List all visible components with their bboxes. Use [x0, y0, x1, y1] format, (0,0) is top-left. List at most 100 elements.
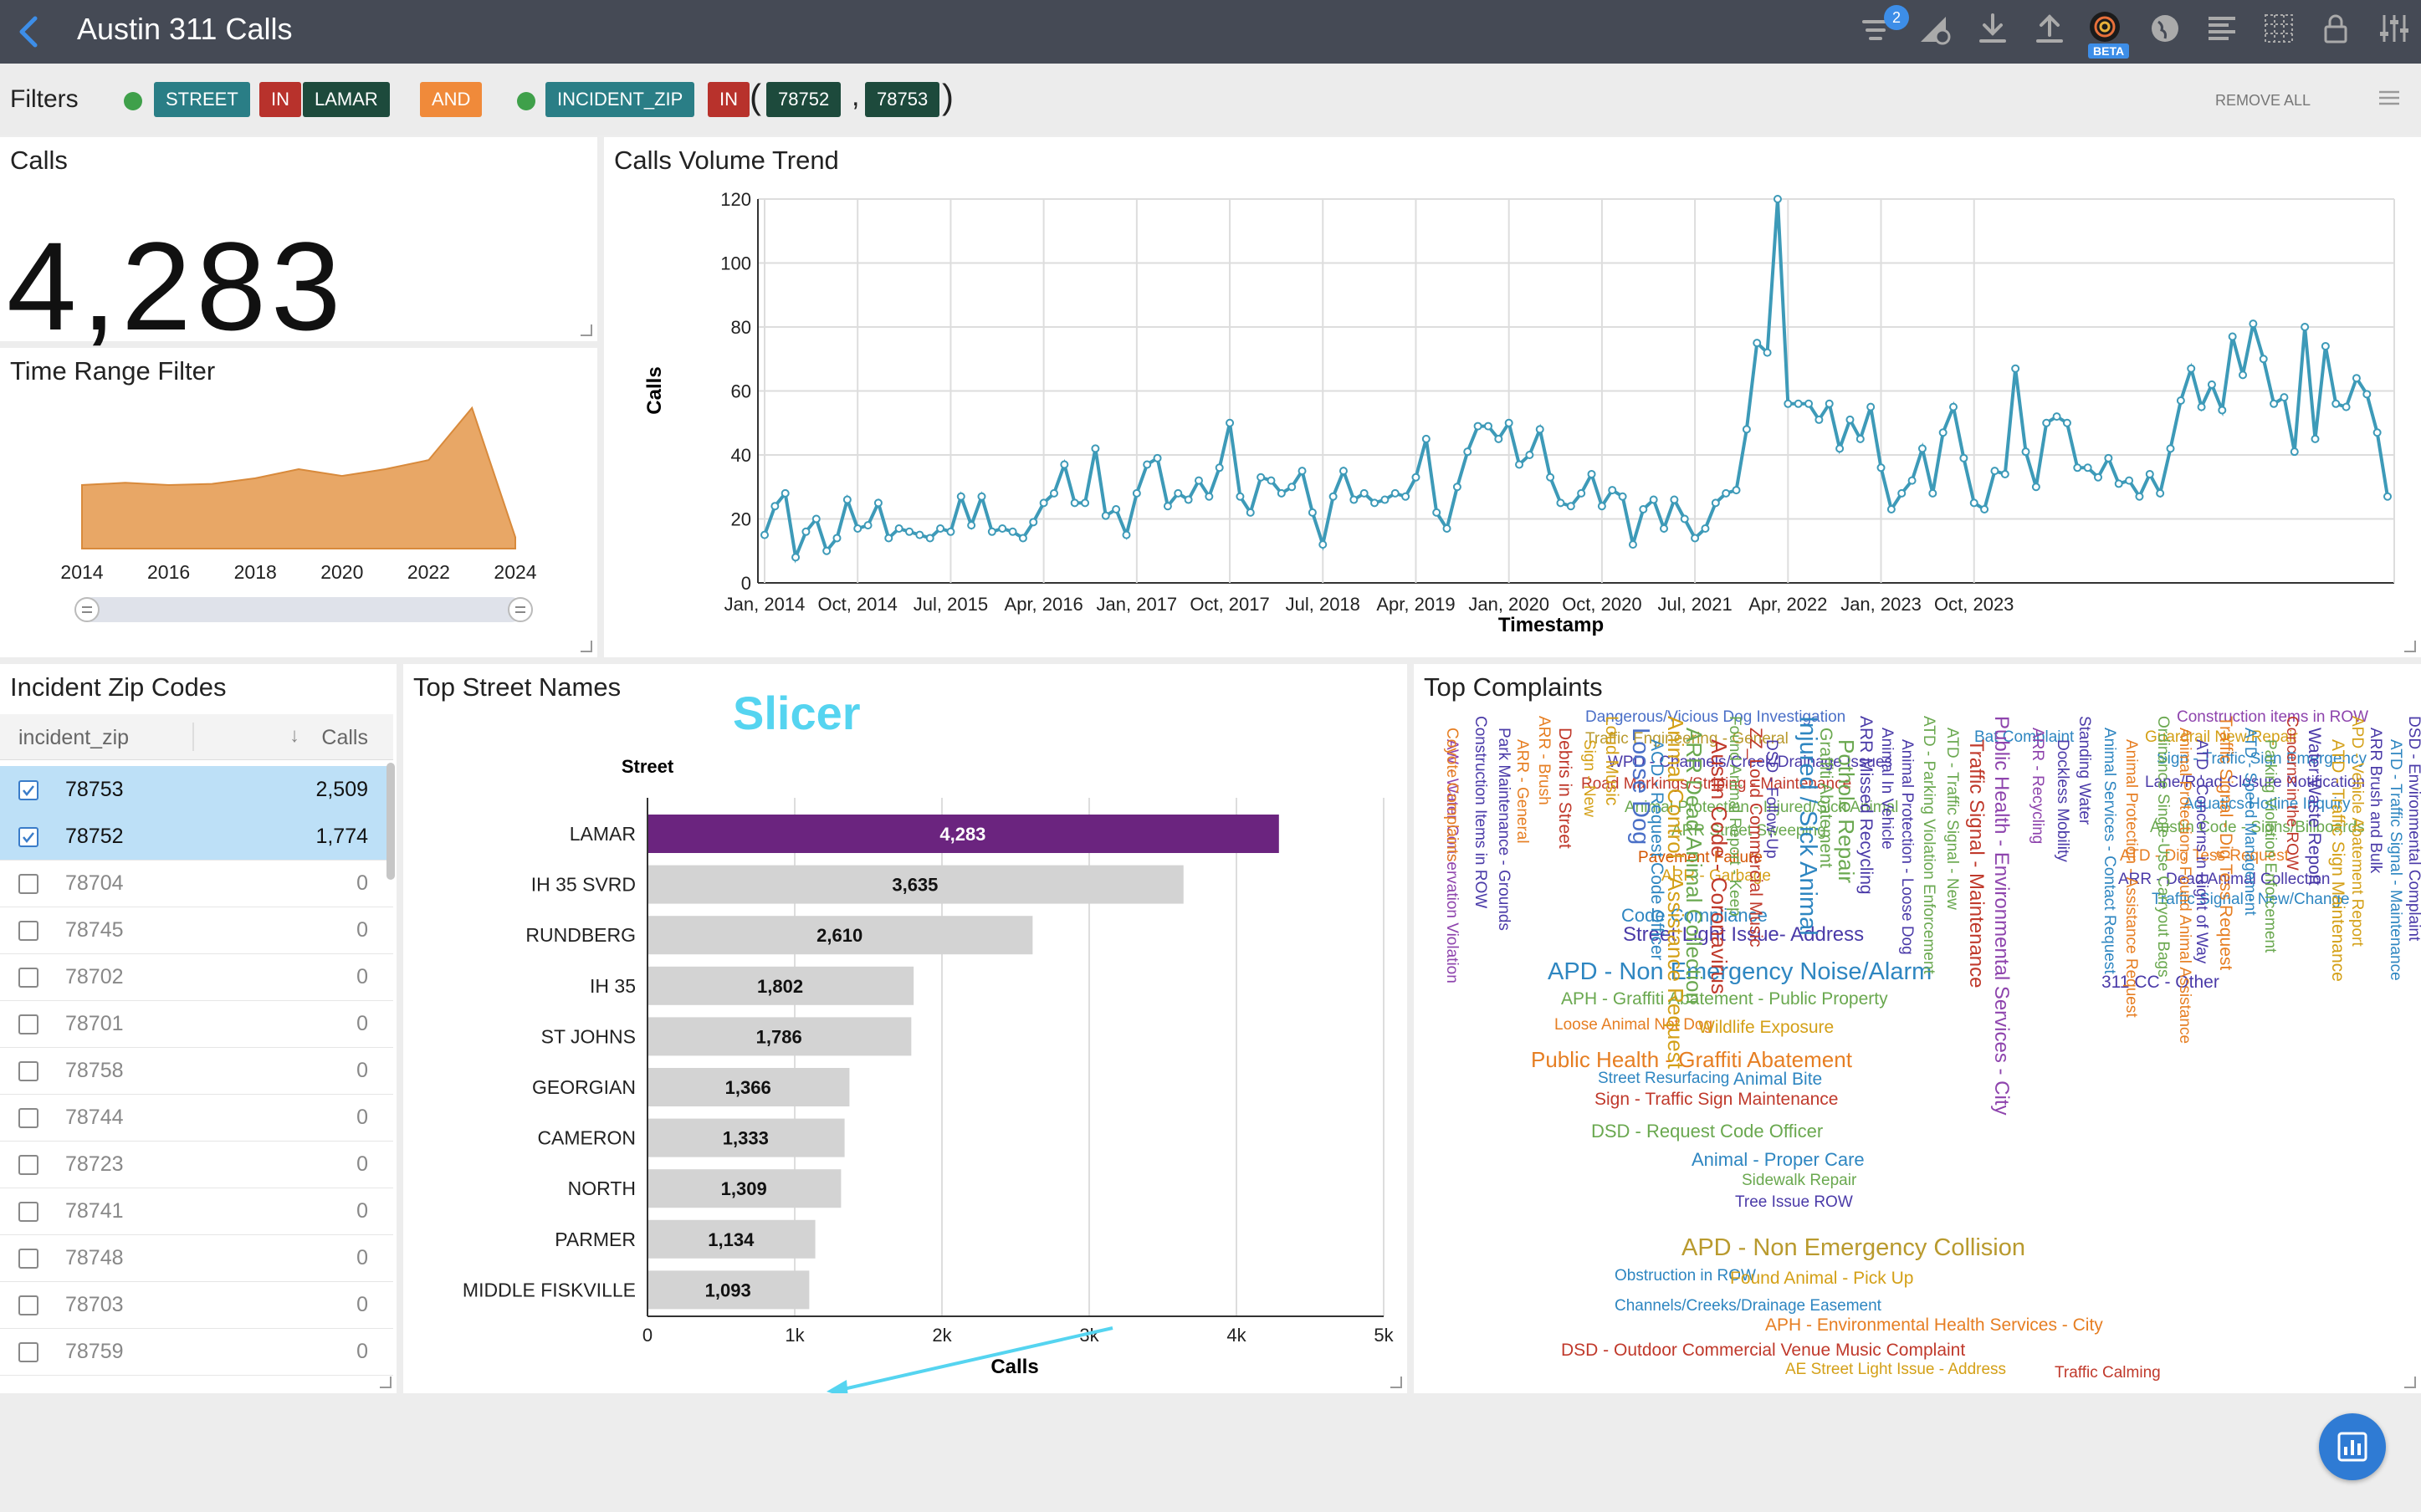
grid-icon[interactable]: [2260, 10, 2302, 54]
complaint-word[interactable]: Bat Complaint: [1974, 728, 2075, 746]
complaint-word[interactable]: Street Light Issue- Address: [1623, 923, 1865, 946]
complaint-word[interactable]: Aquatics Hotline Inquiry: [2183, 795, 2351, 813]
bar[interactable]: [648, 916, 1033, 955]
zip-table-row[interactable]: 78752 1,774: [0, 813, 393, 861]
row-checkbox[interactable]: [18, 921, 38, 941]
complaint-word[interactable]: ATD - Traffic Signal - New: [1943, 728, 1961, 910]
complaint-word[interactable]: Concerns in the ROW: [2283, 716, 2301, 871]
complaint-word[interactable]: Sign - Traffic Sign Emergency: [2157, 750, 2367, 768]
filter-field-street[interactable]: STREET: [154, 82, 250, 117]
zip-table-row[interactable]: 78745 0: [0, 907, 393, 954]
text-align-icon[interactable]: [2203, 10, 2245, 54]
row-checkbox[interactable]: [18, 1249, 38, 1269]
lock-icon[interactable]: [2317, 10, 2359, 54]
complaint-word[interactable]: Dockless Mobility: [2054, 739, 2071, 862]
download-icon[interactable]: [1974, 10, 2016, 54]
complaint-word[interactable]: Construction Items in ROW: [1472, 716, 1489, 909]
complaint-word[interactable]: ZZ_Loud Commercial Music: [1746, 728, 1765, 948]
complaint-word[interactable]: APH - Graffiti Abatement - Public Proper…: [1561, 989, 1888, 1009]
complaint-word[interactable]: Water Waste Report: [2305, 728, 2324, 886]
complaint-word[interactable]: Animal Protection - Found Animal Assista…: [2176, 728, 2193, 1045]
complaint-word[interactable]: APD - Non Emergency Collision: [1681, 1234, 2025, 1261]
complaint-word[interactable]: Guardrail New/Repair: [2145, 728, 2298, 746]
complaint-word[interactable]: Animal Protection - Injured/Sick Animal: [1625, 799, 1899, 816]
back-arrow-icon[interactable]: [12, 13, 49, 50]
complaint-word[interactable]: ATD - Traffic Sign Maintenance: [2328, 739, 2347, 982]
complaint-word[interactable]: ARR Dead Animal Collection: [1681, 728, 1707, 1004]
row-checkbox[interactable]: [18, 827, 38, 847]
bar[interactable]: [648, 1219, 816, 1259]
complaint-word[interactable]: Traffic Calming: [2055, 1364, 2161, 1382]
complaint-word[interactable]: Animal Bite: [1733, 1070, 1823, 1089]
globe-icon[interactable]: [2147, 10, 2188, 54]
chart-action-button[interactable]: [2319, 1413, 2386, 1480]
calls-volume-trend-chart[interactable]: 0 20 40 60 80 100 120 Jan, 2014 Oct, 2014 Jul, 2…: [604, 137, 2421, 657]
tuning-icon[interactable]: [2376, 10, 2418, 54]
filter-field-incident-zip[interactable]: INCIDENT_ZIP: [545, 82, 695, 117]
filter-value-lamar[interactable]: LAMAR: [303, 82, 390, 117]
row-checkbox[interactable]: [18, 1108, 38, 1128]
zip-table-row[interactable]: 78701 0: [0, 1000, 393, 1048]
complaint-word[interactable]: DSD - Follow-Up: [1763, 739, 1780, 859]
complaint-word[interactable]: APD - Non Emergency Noise/Alarm: [1548, 958, 1932, 985]
time-range-chart[interactable]: 2014 2016 2018 2020 2022 2024: [0, 348, 597, 657]
complaint-word[interactable]: Animal - Proper Care: [1692, 1149, 1865, 1170]
row-checkbox[interactable]: [18, 780, 38, 800]
complaint-word[interactable]: Public Health - Environmental Services -…: [1990, 716, 2013, 1116]
scrollbar[interactable]: [386, 763, 395, 880]
complaint-word[interactable]: ATD - Concerns in Right of Way: [2193, 739, 2210, 964]
complaint-word[interactable]: ATD - Speed Management: [2241, 728, 2259, 916]
zip-table-row[interactable]: 78723 0: [0, 1141, 393, 1188]
complaint-word[interactable]: ARR - Garbage: [1661, 867, 1771, 885]
complaint-word[interactable]: Animal In Vehicle: [1878, 728, 1896, 850]
zip-table-row[interactable]: 78741 0: [0, 1188, 393, 1235]
row-checkbox[interactable]: [18, 1295, 38, 1315]
zip-table-row[interactable]: 78753 2,509: [0, 766, 393, 814]
menu-icon[interactable]: [2377, 89, 2401, 107]
range-end-handle[interactable]: [508, 597, 533, 622]
complaint-word[interactable]: Lane/Road Closure Notification: [2145, 774, 2365, 791]
complaint-word[interactable]: Traffic Signal - Maintenance: [1965, 739, 1988, 988]
complaint-word[interactable]: Loose Animal Not Dog: [1554, 1016, 1713, 1034]
complaint-word[interactable]: Construction items in ROW: [2177, 708, 2369, 726]
complaint-word[interactable]: ARR - General: [1513, 739, 1531, 844]
complaint-word[interactable]: DSD - Outdoor Commercial Venue Music Com…: [1561, 1341, 1966, 1360]
row-checkbox[interactable]: [18, 1342, 38, 1362]
complaint-word[interactable]: Road Markings/Striping - Maintenance: [1581, 775, 1852, 793]
complaint-word[interactable]: DSD - Environmental Complaint: [2405, 716, 2421, 942]
complaint-word[interactable]: Tree Issue ROW: [1735, 1193, 1853, 1211]
complaint-word[interactable]: APD - Vehicle Abatement Report: [2348, 716, 2366, 947]
complaint-word[interactable]: Traffic Engineering - General: [1585, 730, 1789, 748]
bar[interactable]: [648, 1169, 842, 1208]
complaint-word[interactable]: Ordinance Single-Use Carryout Bags: [2154, 716, 2172, 978]
complaint-word[interactable]: Park Maintenance - Grounds: [1495, 728, 1512, 931]
complaint-word[interactable]: Sidewalk Repair: [1742, 1172, 1857, 1189]
remove-all-button[interactable]: REMOVE ALL: [2215, 92, 2311, 109]
complaint-word[interactable]: ARR Brush and Bulk: [2367, 728, 2384, 874]
filter-value-zip[interactable]: 78753: [865, 82, 940, 117]
zip-table-row[interactable]: 78703 0: [0, 1281, 393, 1329]
zip-table-row[interactable]: 78748 0: [0, 1234, 393, 1282]
complaint-word[interactable]: Pothole Repair: [1834, 739, 1859, 883]
row-checkbox[interactable]: [18, 1061, 38, 1081]
bar[interactable]: [648, 815, 1279, 853]
zip-table-row[interactable]: 78744 0: [0, 1094, 393, 1142]
row-checkbox[interactable]: [18, 874, 38, 894]
resize-handle[interactable]: [581, 641, 592, 652]
sort-desc-icon[interactable]: ↓: [289, 724, 299, 747]
bar[interactable]: [648, 1270, 810, 1310]
complaint-word[interactable]: AE Street Light Issue - Address: [1785, 1361, 2007, 1378]
complaint-word[interactable]: Debris in Street: [1555, 728, 1574, 849]
row-checkbox[interactable]: [18, 1155, 38, 1175]
complaint-word[interactable]: Austin Code - Signs/Billboards: [2150, 819, 2365, 836]
row-checkbox[interactable]: [18, 1014, 38, 1034]
complaint-word[interactable]: Graffiti Abatement: [1816, 728, 1835, 868]
complaint-word[interactable]: Channels/Creeks/Drainage Easement: [1615, 1297, 1881, 1315]
range-start-handle[interactable]: [74, 597, 100, 622]
filter-list-icon[interactable]: 2: [1861, 5, 1909, 54]
complaint-word[interactable]: Coyote Complaints: [1443, 728, 1461, 862]
bar[interactable]: [648, 966, 914, 1005]
complaint-word[interactable]: DSD - Request Code Officer: [1591, 1121, 1824, 1142]
complaint-word[interactable]: ARR Missed Recycling: [1856, 716, 1876, 895]
